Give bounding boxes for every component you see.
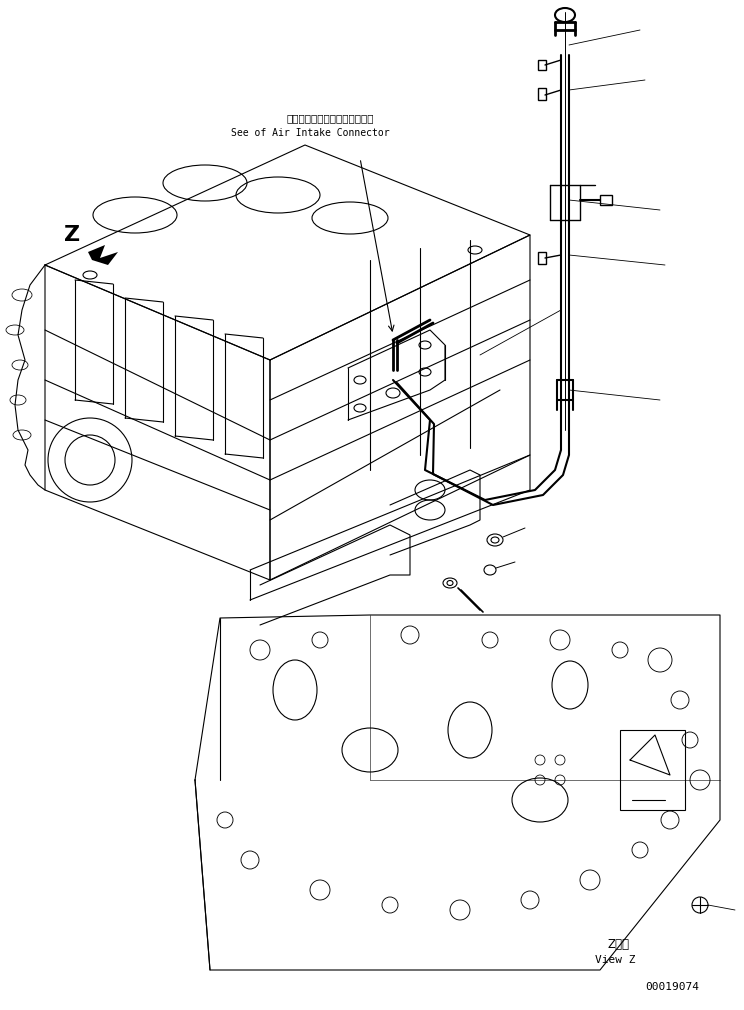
Text: Z: Z <box>64 225 80 245</box>
Polygon shape <box>88 245 118 265</box>
Bar <box>538 60 546 70</box>
Text: See of Air Intake Connector: See of Air Intake Connector <box>231 128 389 138</box>
Text: 00019074: 00019074 <box>645 982 699 992</box>
Text: Z　視: Z 視 <box>607 938 629 951</box>
Bar <box>538 252 546 264</box>
Text: View Z: View Z <box>594 955 635 965</box>
Bar <box>620 730 685 810</box>
Bar <box>538 88 546 100</box>
Text: エアーインテークコネクタ参照: エアーインテークコネクタ参照 <box>286 113 373 123</box>
Bar <box>600 195 612 205</box>
